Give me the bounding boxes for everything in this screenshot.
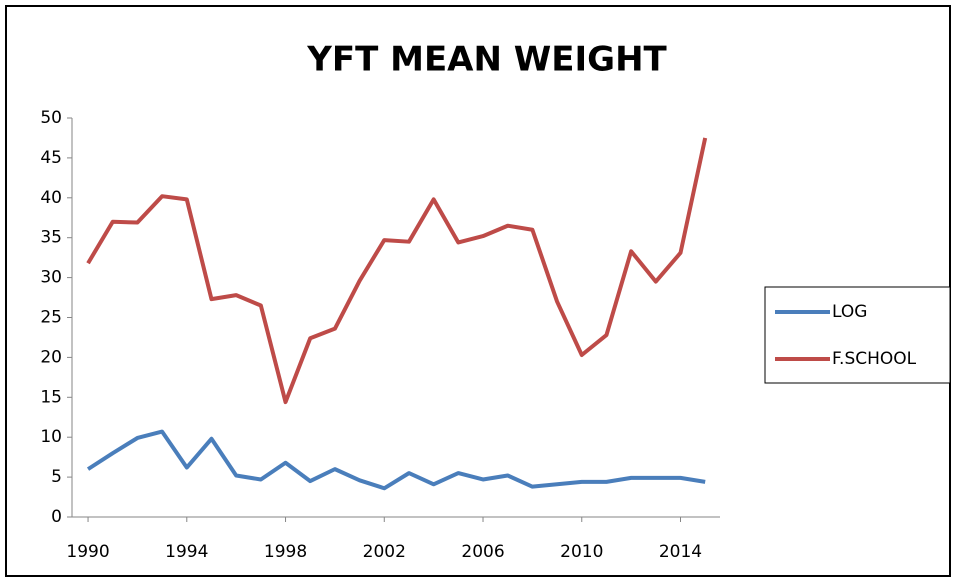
y-tick-label: 25: [40, 308, 62, 328]
x-tick-label: 2006: [461, 542, 504, 562]
x-tick-label: 2010: [560, 542, 603, 562]
legend-box: [764, 286, 951, 384]
y-tick-label: 15: [40, 387, 62, 407]
legend-label: F.SCHOOL: [832, 349, 917, 369]
y-tick-label: 0: [51, 507, 62, 527]
x-tick-label: 2014: [659, 542, 702, 562]
series-line: [86, 137, 708, 405]
y-tick-label: 20: [40, 347, 62, 367]
series-line: [86, 429, 706, 491]
x-tick-label: 1990: [66, 542, 109, 562]
x-tick-label: 2002: [363, 542, 406, 562]
x-tick-label: 1998: [264, 542, 307, 562]
y-tick-label: 50: [40, 108, 62, 128]
y-tick-label: 10: [40, 427, 62, 447]
y-tick-label: 5: [51, 467, 62, 487]
y-tick-label: 45: [40, 148, 62, 168]
legend-label: LOG: [832, 302, 867, 322]
y-tick-label: 40: [40, 188, 62, 208]
chart-title: YFT MEAN WEIGHT: [306, 40, 667, 80]
x-tick-label: 1994: [165, 542, 208, 562]
y-tick-label: 30: [40, 268, 62, 288]
y-tick-label: 35: [40, 228, 62, 248]
